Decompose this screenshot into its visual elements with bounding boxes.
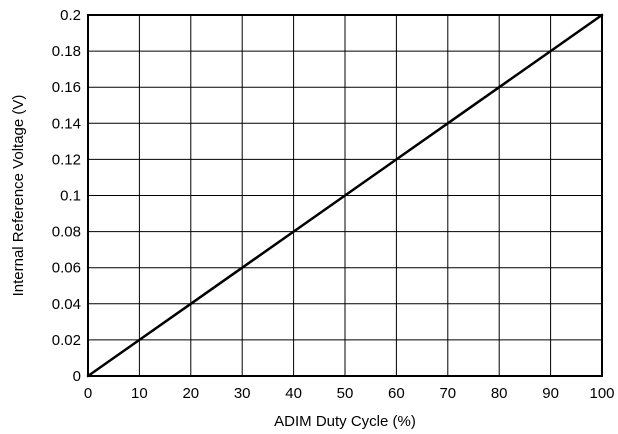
y-tick-label: 0.14 [52,115,81,132]
y-tick-label: 0.06 [52,260,81,277]
y-axis-label: Internal Reference Voltage (V) [10,95,27,297]
x-tick-label: 80 [491,385,508,402]
x-tick-label: 20 [182,385,199,402]
x-axis-label: ADIM Duty Cycle (%) [274,413,416,430]
x-tick-label: 90 [542,385,559,402]
plot-frame [87,14,603,377]
y-tick-label: 0.18 [52,43,81,60]
x-tick-label: 60 [388,385,405,402]
y-tick-label: 0.1 [60,188,81,205]
y-tick-label: 0.02 [52,332,81,349]
x-tick-label: 100 [589,385,614,402]
x-tick-label: 40 [285,385,302,402]
x-tick-label: 30 [234,385,251,402]
y-tick-label: 0.16 [52,79,81,96]
y-tick-label: 0.08 [52,224,81,241]
x-axis-ticks: 0 10 20 30 40 50 60 70 80 90 100 [84,385,615,402]
x-tick-label: 0 [84,385,92,402]
series-layer [86,13,604,378]
y-tick-label: 0.04 [52,296,81,313]
y-tick-label: 0.2 [60,7,81,24]
y-tick-label: 0.12 [52,151,81,168]
x-tick-label: 10 [131,385,148,402]
x-tick-label: 70 [439,385,456,402]
y-axis-ticks: 0 0.02 0.04 0.06 0.08 0.1 0.12 0.14 0.16 0.18 0.2 [52,7,81,385]
series-line [86,13,604,378]
y-tick-label: 0 [73,368,81,385]
x-tick-label: 50 [337,385,354,402]
